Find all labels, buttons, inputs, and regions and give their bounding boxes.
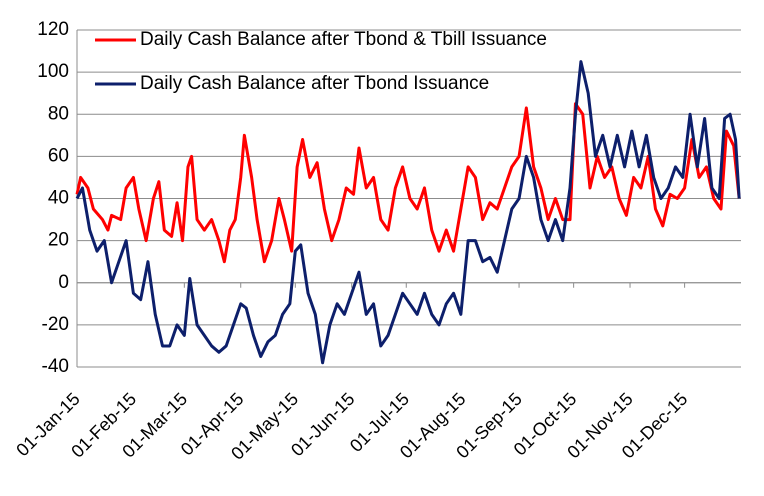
y-tick-label: 100 bbox=[37, 61, 69, 82]
y-tick-label: 40 bbox=[48, 188, 69, 209]
y-tick-label: 20 bbox=[48, 230, 69, 251]
y-tick-label: 120 bbox=[37, 19, 69, 40]
data-line bbox=[75, 102, 741, 264]
y-tick-label: 80 bbox=[48, 103, 69, 124]
data-line bbox=[75, 60, 741, 365]
legend-label: Daily Cash Balance after Tbond & Tbill I… bbox=[140, 29, 547, 50]
y-tick-label: 60 bbox=[48, 145, 69, 166]
legend-label: Daily Cash Balance after Tbond Issuance bbox=[140, 73, 489, 94]
y-tick-label: 0 bbox=[58, 272, 69, 293]
y-tick-label: -40 bbox=[42, 356, 69, 377]
y-tick-label: -20 bbox=[42, 314, 69, 335]
